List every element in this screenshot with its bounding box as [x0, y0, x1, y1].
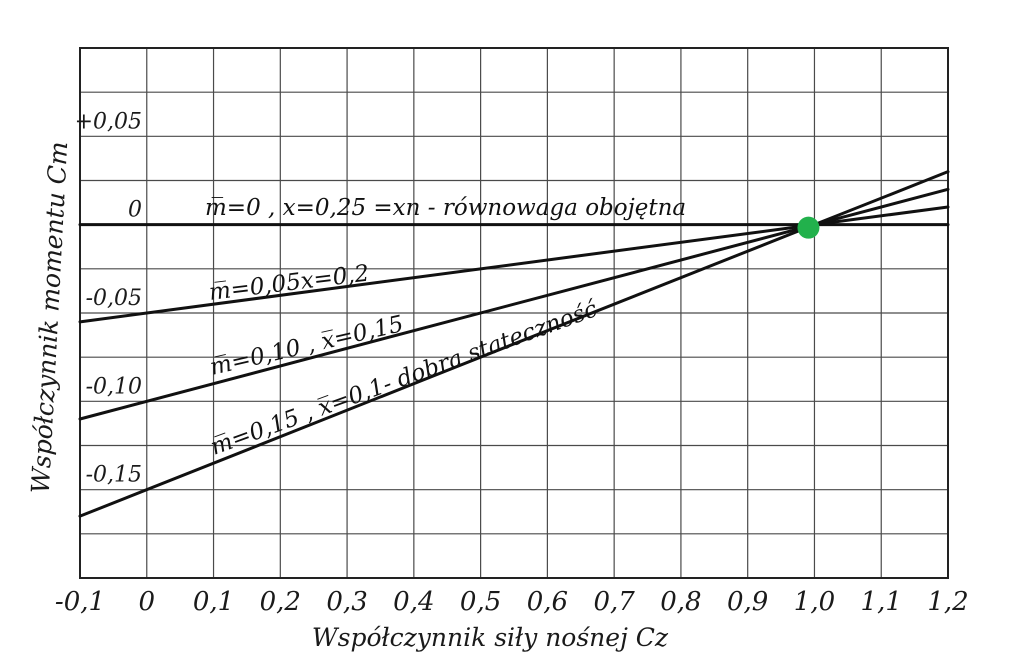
y-tick-label: -0,05 [86, 286, 142, 311]
x-tick-label: 1,1 [861, 587, 902, 617]
x-tick-label: 0,1 [193, 587, 234, 617]
y-axis-label: Współczynnik momentu Cm [26, 141, 73, 495]
series-label-m010: m̅=0,10 , x̅=0,15 [208, 311, 406, 381]
x-tick-label: 0,4 [393, 587, 434, 617]
x-tick-label: 0,7 [593, 587, 635, 617]
x-tick-label: 0 [138, 587, 155, 617]
intersection-point-marker [797, 216, 820, 239]
x-tick-label: 0,6 [527, 587, 568, 617]
x-tick-labels: -0,1 0 0,1 0,2 0,3 0,4 0,5 0,6 0,7 0,8 0,9 1,0 1,1 1,… [55, 587, 969, 617]
x-tick-label: 0,2 [260, 587, 301, 617]
y-tick-label: 0 [128, 198, 142, 223]
y-tick-label: -0,15 [86, 463, 142, 488]
y-tick-label: +0,05 [75, 109, 142, 134]
series-label-neutral: m̅=0 , x=0,25 =xn - równowaga obojętna [205, 195, 686, 221]
x-tick-label: 0,5 [460, 587, 501, 617]
x-tick-label: 0,9 [727, 587, 768, 617]
x-tick-label: 0,3 [326, 587, 367, 617]
grid [79, 47, 949, 579]
x-axis-label: Współczynnik siły nośnej Cz [312, 623, 669, 652]
series-label-m005: m̅=0,05x=0,2 [208, 261, 371, 306]
x-tick-label: -0,1 [55, 587, 105, 617]
y-tick-label: -0,10 [86, 374, 142, 399]
series-label-m015: m̅=0,15 , x̅=0,1- dobra stateczność [207, 296, 601, 460]
y-tick-labels: +0,05 0 -0,05 -0,10 -0,15 [75, 109, 142, 487]
x-tick-label: 1,0 [794, 587, 835, 617]
plot-frame [79, 47, 949, 579]
x-tick-label: 0,8 [660, 587, 701, 617]
x-tick-label: 1,2 [927, 587, 968, 617]
